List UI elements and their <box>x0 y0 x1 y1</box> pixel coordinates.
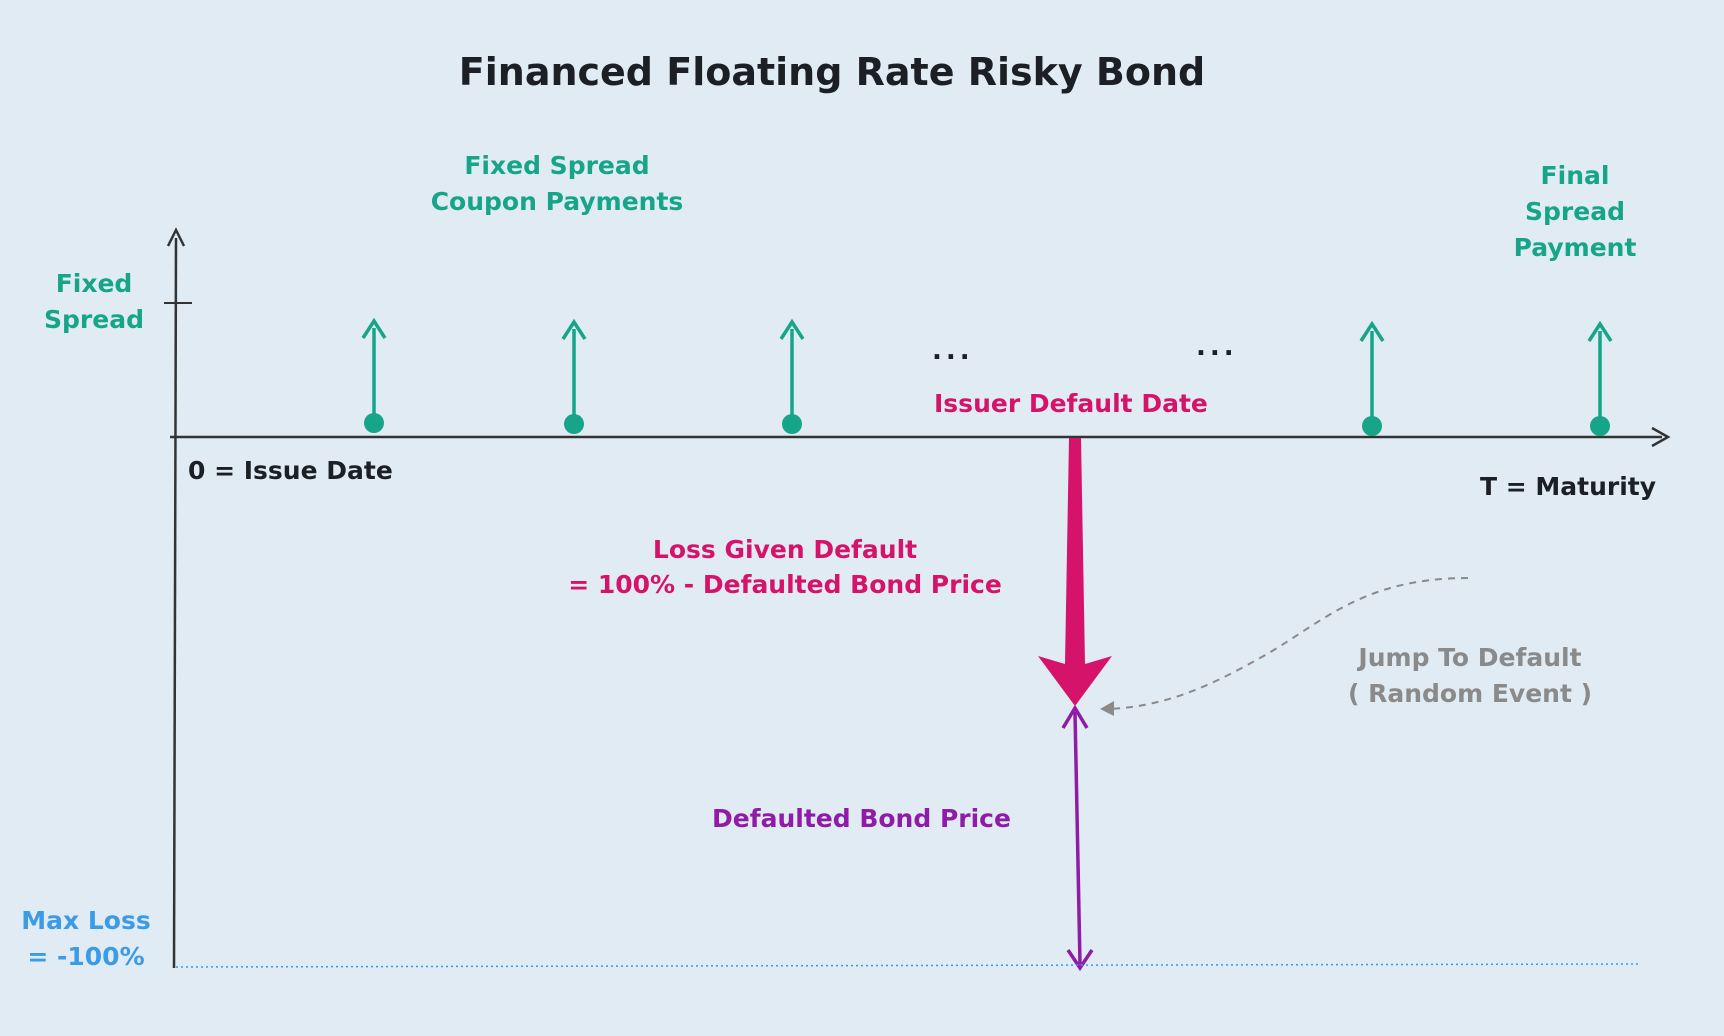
defaulted-bond-price-label: Defaulted Bond Price <box>712 804 1011 833</box>
jump-label-line1: Jump To Default <box>1358 643 1582 672</box>
loss-given-default-label: Loss Given Default = 100% - Defaulted Bo… <box>560 532 1010 602</box>
jump-label-line2: ( Random Event ) <box>1347 679 1593 708</box>
fixed-spread-axis-label: Fixed Spread <box>24 266 164 338</box>
fixed-spread-line1: Fixed <box>55 269 133 298</box>
loss-given-default-arrow <box>1038 438 1112 706</box>
coupon-arrow <box>361 317 387 433</box>
coupon-label-line1: Fixed Spread <box>464 151 650 180</box>
final-label-line3: Payment <box>1513 233 1637 262</box>
max-loss-line <box>175 963 1641 968</box>
final-label-line1: Final <box>1540 161 1610 190</box>
jump-to-default-label: Jump To Default ( Random Event ) <box>1330 640 1610 712</box>
max-loss-line1: Max Loss <box>21 906 151 935</box>
coupon-arrow <box>1359 320 1385 436</box>
ellipsis-right: ... <box>1196 332 1238 362</box>
y-axis-arrowhead <box>166 227 186 247</box>
final-payment-arrow <box>1587 320 1613 436</box>
final-spread-payment-label: Final Spread Payment <box>1480 158 1670 266</box>
x-axis-arrowhead <box>1651 426 1671 448</box>
lgd-label-line2: = 100% - Defaulted Bond Price <box>568 570 1002 599</box>
issue-date-label: 0 = Issue Date <box>188 456 393 485</box>
fixed-spread-line2: Spread <box>44 305 144 334</box>
coupon-label-line2: Coupon Payments <box>430 187 684 216</box>
max-loss-label: Max Loss = -100% <box>8 903 164 975</box>
coupon-arrow <box>779 318 805 434</box>
defaulted-bond-price-arrow <box>1061 704 1094 972</box>
lgd-label-line1: Loss Given Default <box>652 535 918 564</box>
coupon-payments-label: Fixed Spread Coupon Payments <box>400 148 714 220</box>
coupon-arrow <box>561 318 587 434</box>
chart-title: Financed Floating Rate Risky Bond <box>458 50 1206 94</box>
jump-to-default-curve <box>1100 577 1469 716</box>
ellipsis-left: ... <box>932 336 974 366</box>
max-loss-line2: = -100% <box>27 942 145 971</box>
y-axis <box>172 237 178 969</box>
final-label-line2: Spread <box>1525 197 1625 226</box>
issuer-default-date-label: Issuer Default Date <box>934 389 1208 418</box>
maturity-label: T = Maturity <box>1480 472 1657 501</box>
